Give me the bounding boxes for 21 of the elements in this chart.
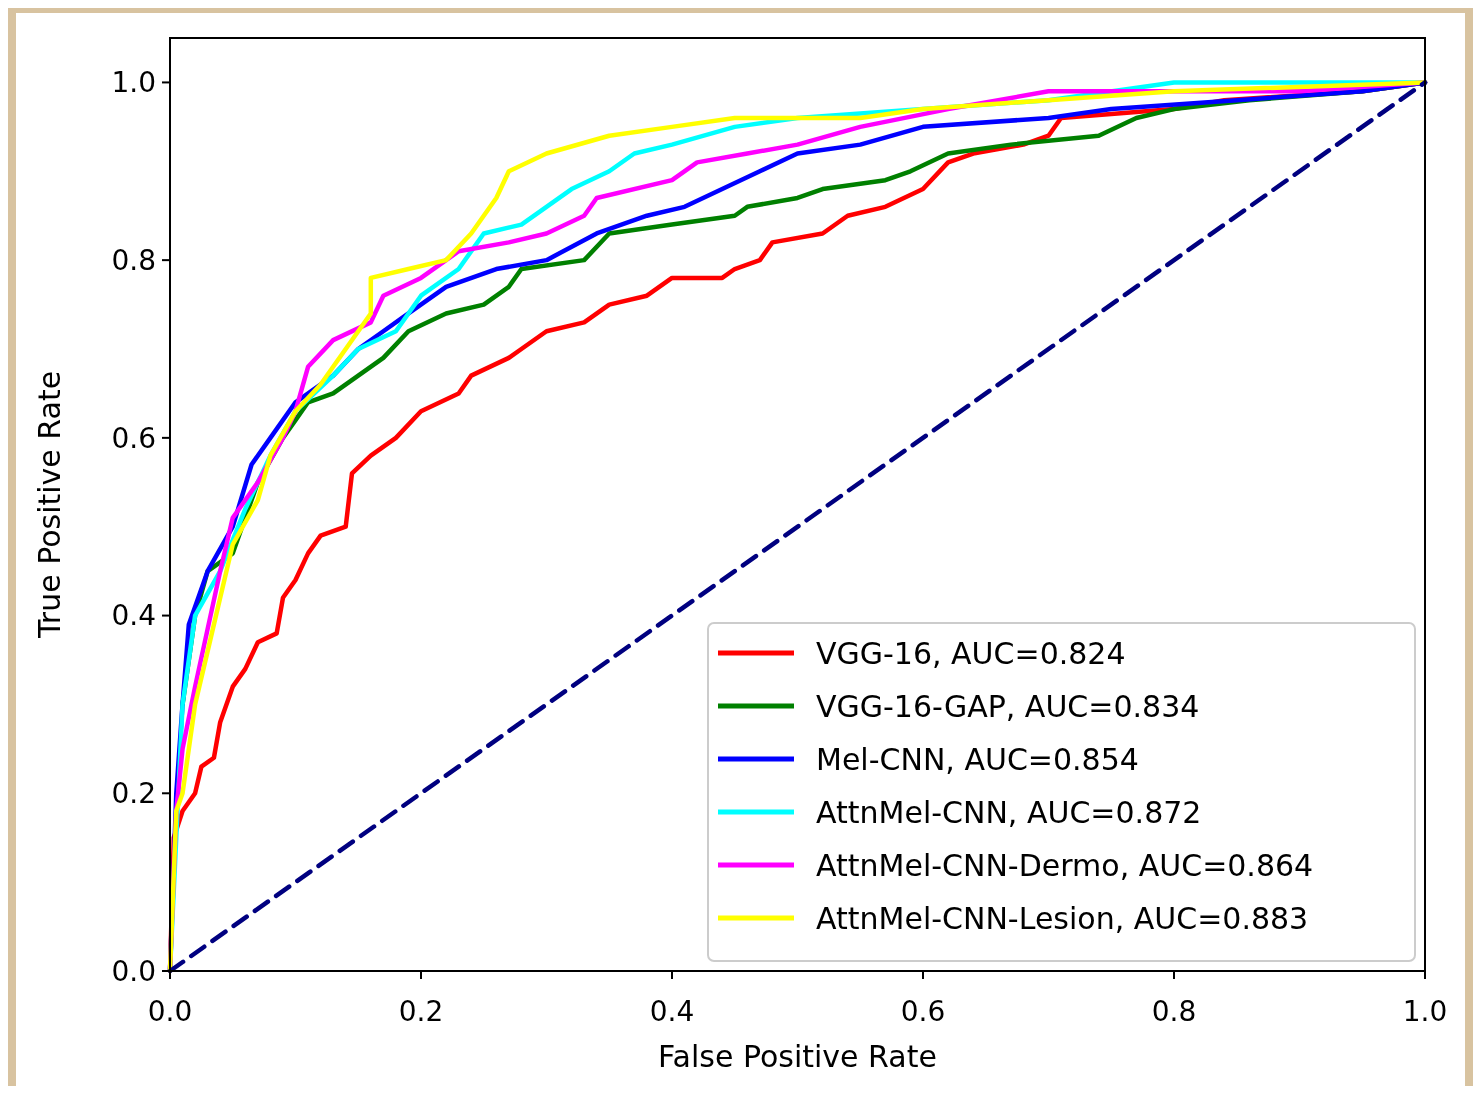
- y-tick-label: 0.0: [111, 954, 156, 988]
- y-tick-label: 1.0: [111, 66, 156, 100]
- line-series: [167, 80, 1428, 974]
- legend-label: AttnMel-CNN-Lesion, AUC=0.883: [816, 900, 1309, 936]
- legend-label: Mel-CNN, AUC=0.854: [816, 741, 1139, 777]
- x-tick-label: 0.6: [900, 995, 946, 1028]
- legend-label: VGG-16-GAP, AUC=0.834: [816, 688, 1200, 724]
- y-axis-title: True Positive Rate: [32, 370, 67, 640]
- x-tick-label: 0.4: [649, 995, 695, 1028]
- x-tick-label: 0.2: [398, 995, 444, 1028]
- legend-label: AttnMel-CNN, AUC=0.872: [816, 794, 1202, 830]
- y-tick-label: 0.2: [111, 777, 156, 811]
- y-tick-label: 0.6: [111, 421, 156, 455]
- y-tick-label: 0.4: [111, 599, 156, 633]
- legend-label: VGG-16, AUC=0.824: [816, 635, 1126, 671]
- x-tick-label: 0.8: [1151, 995, 1197, 1028]
- x-tick-label: 0.0: [147, 995, 193, 1028]
- x-tick-label: 1.0: [1402, 995, 1448, 1028]
- x-axis-title: False Positive Rate: [658, 1039, 937, 1074]
- y-tick-label: 0.8: [111, 243, 156, 277]
- legend-label: AttnMel-CNN-Dermo, AUC=0.864: [816, 847, 1314, 883]
